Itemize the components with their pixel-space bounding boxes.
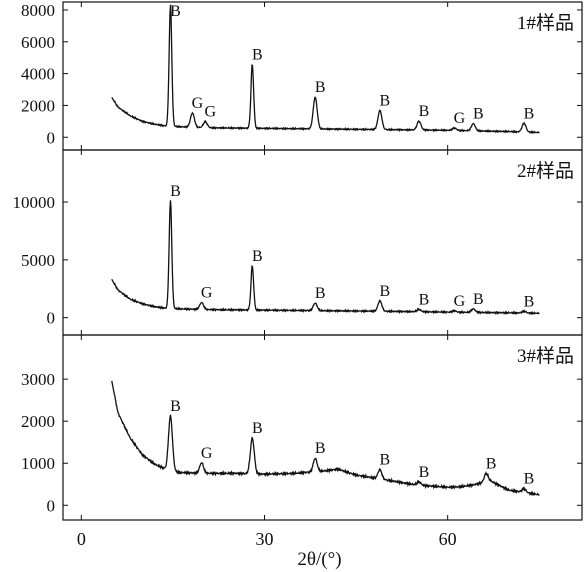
x-tick-label: 30 bbox=[255, 529, 273, 549]
peak-label: B bbox=[252, 47, 263, 64]
peak-label: B bbox=[170, 398, 181, 415]
peak-label: B bbox=[315, 285, 326, 302]
peak-label: B bbox=[380, 452, 391, 469]
y-tick-label: 0 bbox=[47, 128, 56, 147]
y-tick-label: 5000 bbox=[21, 251, 55, 270]
peak-label: B bbox=[473, 106, 484, 123]
x-axis: 0 30 60 2θ/(°) bbox=[77, 529, 457, 570]
peak-label: B bbox=[170, 183, 181, 200]
peak-label: B bbox=[524, 293, 535, 310]
peak-label: B bbox=[252, 248, 263, 265]
x-axis-label: 2θ/(°) bbox=[297, 549, 341, 570]
peak-label: B bbox=[524, 105, 535, 122]
panel-3: 0 1000 2000 3000 3#样品 B G B B B B B B bbox=[21, 334, 583, 521]
x-tick-label: 0 bbox=[77, 529, 86, 549]
peak-label: G bbox=[454, 293, 466, 310]
peak-label: B bbox=[419, 291, 430, 308]
peak-label: B bbox=[486, 455, 497, 472]
series-line bbox=[111, 200, 540, 316]
y-tick-label: 0 bbox=[47, 309, 56, 328]
y-tick-label: 10000 bbox=[13, 193, 56, 212]
peak-label: B bbox=[380, 92, 391, 109]
y-tick-label: 6000 bbox=[21, 33, 55, 52]
peak-label: G bbox=[204, 104, 216, 121]
series-line bbox=[111, 4, 540, 134]
panel-frame bbox=[62, 334, 583, 521]
peak-label: G bbox=[201, 285, 213, 302]
x-tick-label: 60 bbox=[439, 529, 457, 549]
y-tick-label: 0 bbox=[47, 496, 56, 515]
series-line bbox=[111, 380, 540, 497]
peak-label: B bbox=[315, 79, 326, 96]
peak-label: G bbox=[454, 110, 466, 127]
sample-label: 1#样品 bbox=[517, 12, 574, 34]
y-tick-label: 1000 bbox=[21, 454, 55, 473]
peak-label: B bbox=[170, 3, 181, 20]
y-tick-label: 2000 bbox=[21, 96, 55, 115]
y-tick-label: 3000 bbox=[21, 370, 55, 389]
peak-label: B bbox=[473, 291, 484, 308]
peak-label: B bbox=[380, 283, 391, 300]
peak-label: B bbox=[252, 420, 263, 437]
peak-label: B bbox=[524, 471, 535, 488]
peak-label: B bbox=[419, 464, 430, 481]
panel-frame bbox=[62, 149, 583, 336]
y-tick-label: 8000 bbox=[21, 1, 55, 20]
sample-label: 3#样品 bbox=[517, 345, 574, 367]
peak-label: B bbox=[419, 103, 430, 120]
peak-label: G bbox=[192, 95, 204, 112]
peak-label: B bbox=[315, 440, 326, 457]
y-tick-label: 4000 bbox=[21, 65, 55, 84]
sample-label: 2#样品 bbox=[517, 160, 574, 182]
peak-label: G bbox=[201, 445, 213, 462]
y-tick-label: 2000 bbox=[21, 412, 55, 431]
